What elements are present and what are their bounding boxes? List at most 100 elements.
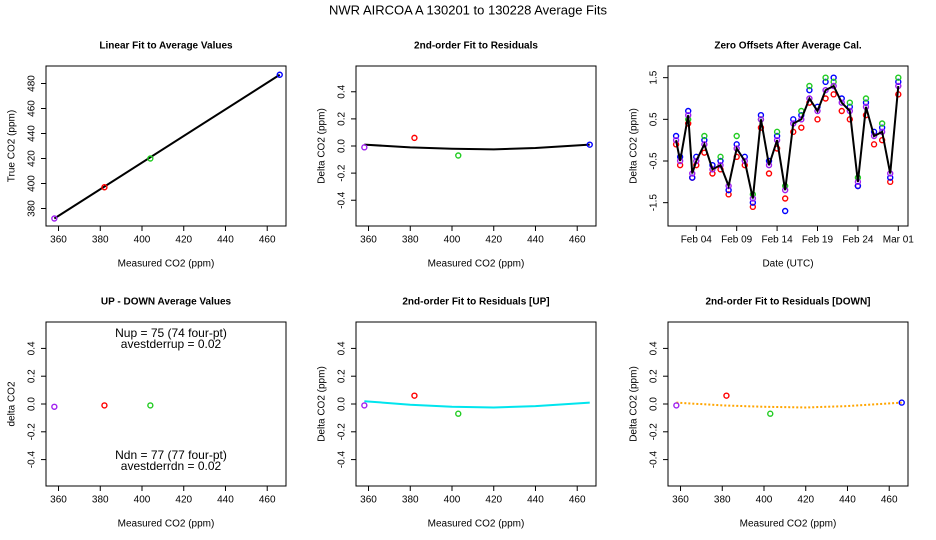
x-tick-label: 460 [569,235,586,246]
fit-line [675,84,900,199]
x-tick-label: 460 [569,495,586,506]
x-tick-label: 380 [92,235,109,246]
annotation: avestderrdn = 0.02 [121,459,222,473]
y-tick-label: -0.2 [649,423,660,441]
y-axis-label: True CO2 (ppm) [7,110,18,182]
x-tick-label: Feb 14 [762,235,794,246]
point [725,191,732,198]
panel-title: 2nd-order Fit to Residuals [414,41,538,52]
y-tick-label: 0.0 [337,139,348,153]
panel-title: 2nd-order Fit to Residuals [DOWN] [706,297,871,308]
plot-box [45,65,287,227]
point [773,128,781,136]
point [781,195,789,202]
y-tick-label: -0.2 [337,423,348,441]
point [717,157,724,165]
point [790,116,797,123]
y-tick-label: 380 [27,200,38,217]
y-tick-label: 0.0 [649,397,660,411]
point [895,74,902,81]
x-axis-label: Date (UTC) [762,259,813,270]
plot-box [667,65,909,227]
point [846,103,854,111]
point [854,182,862,190]
panel-title: UP - DOWN Average Values [101,297,232,308]
point [411,134,418,142]
x-tick-label: 400 [134,235,151,246]
point [676,161,684,169]
x-tick-label: 400 [444,495,461,506]
x-tick-label: 380 [714,495,731,506]
y-tick-label: 1.5 [649,70,660,84]
y-tick-label: 440 [27,125,38,142]
x-tick-label: 420 [175,495,192,506]
point [895,78,902,86]
point [830,78,837,86]
x-tick-label: 400 [134,495,151,506]
x-tick-label: 420 [797,495,814,506]
point [798,124,805,131]
y-tick-label: 0.4 [27,341,38,355]
x-tick-label: 420 [485,235,502,246]
point [147,155,154,162]
point [709,170,716,177]
x-tick-label: 440 [527,495,544,506]
y-axis-label: Delta CO2 (ppm) [629,366,640,442]
x-tick-label: 420 [485,495,502,506]
x-tick-label: 380 [402,235,419,246]
point [773,132,781,140]
point [689,174,696,181]
point [887,178,894,186]
panel: Linear Fit to Average Values 360 380 400 420… [7,41,287,270]
point [765,170,773,177]
x-tick-label: 460 [881,495,898,506]
y-tick-label: 0.4 [337,84,348,98]
fit-line [53,73,281,220]
point [830,91,837,98]
x-tick-label: 360 [50,235,67,246]
y-tick-label: 0.2 [337,111,348,125]
x-tick-label: 360 [360,235,377,246]
y-tick-label: 420 [27,150,38,167]
point [147,402,154,409]
y-tick-label: 0.4 [649,341,660,355]
x-axis-label: Measured CO2 (ppm) [740,519,837,530]
point [51,215,58,222]
point [878,124,886,131]
point [846,99,854,106]
point [455,152,462,159]
point [101,402,108,409]
point [757,111,765,119]
x-axis-label: Measured CO2 (ppm) [118,259,215,270]
point [723,392,730,399]
x-axis-label: Measured CO2 (ppm) [428,519,525,530]
y-tick-label: 0.2 [27,369,38,383]
fit-line [676,401,902,409]
point [586,141,593,148]
point [701,132,708,140]
annotation: Nup = 75 (74 four-pt) [115,326,227,340]
panel: 2nd-order Fit to Residuals [UP] 360 380 400… [317,297,597,530]
x-tick-label: 360 [50,495,67,506]
panel-title: Zero Offsets After Average Cal. [714,41,861,52]
point [806,82,813,90]
x-tick-label: 380 [92,495,109,506]
y-tick-label: 400 [27,175,38,192]
point [806,86,813,94]
point [101,184,108,191]
point [673,402,680,409]
y-tick-label: -0.2 [27,423,38,441]
point [672,132,680,140]
y-tick-label: -0.4 [337,191,348,209]
x-tick-label: Feb 19 [802,235,834,246]
point [411,392,418,399]
panel: Zero Offsets After Average Cal. Feb 04 Feb… [629,41,915,270]
x-tick-label: 460 [259,495,276,506]
x-tick-label: Feb 04 [681,235,713,246]
point [276,71,283,78]
x-axis-label: Measured CO2 (ppm) [118,519,215,530]
x-tick-label: 400 [444,235,461,246]
x-tick-label: 440 [217,495,234,506]
x-tick-label: 440 [527,235,544,246]
